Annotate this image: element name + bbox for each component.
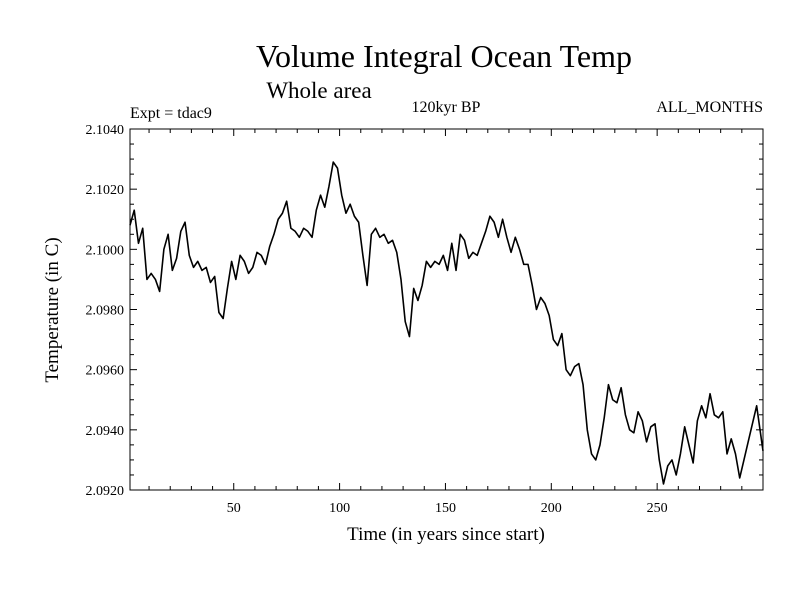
- experiment-label: Expt = tdac9: [130, 105, 212, 122]
- y-tick-label: 2.1020: [86, 183, 125, 198]
- y-tick-label: 2.0940: [86, 424, 125, 439]
- x-axis-tick-labels: 50 100 150 200 250: [227, 501, 668, 516]
- months-label: ALL_MONTHS: [656, 99, 763, 116]
- y-tick-label: 2.1040: [86, 123, 125, 138]
- y-tick-label: 2.1000: [86, 243, 125, 258]
- y-axis-tick-labels: 2.0920 2.0940 2.0960 2.0980 2.1000 2.1020 2.10…: [86, 123, 125, 499]
- x-tick-label: 200: [541, 501, 562, 516]
- x-tick-label: 150: [435, 501, 456, 516]
- y-tick-label: 2.0960: [86, 364, 125, 379]
- x-tick-label: 50: [227, 501, 241, 516]
- y-tick-label: 2.0920: [86, 484, 125, 499]
- y-axis-title: Temperature (in C): [42, 237, 63, 382]
- x-tick-label: 250: [647, 501, 668, 516]
- period-label: 120kyr BP: [412, 99, 481, 116]
- plot-frame: [129, 128, 764, 491]
- x-tick-label: 100: [329, 501, 350, 516]
- y-tick-label: 2.0980: [86, 304, 125, 319]
- chart-subtitle: Whole area: [266, 78, 371, 103]
- chart-title: Volume Integral Ocean Temp: [256, 38, 632, 74]
- temperature-series-line: [129, 161, 764, 485]
- x-axis-title: Time (in years since start): [347, 524, 545, 545]
